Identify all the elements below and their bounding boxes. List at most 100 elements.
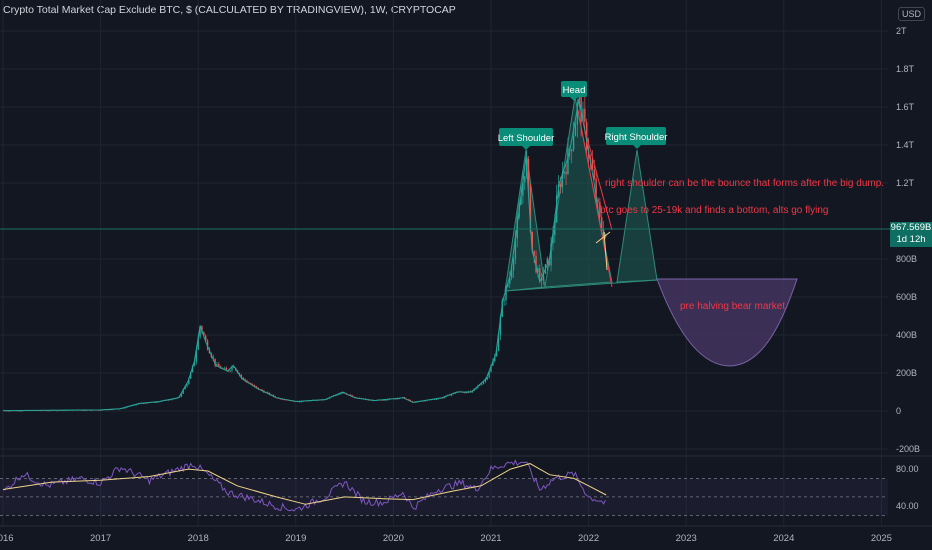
price-scale[interactable]: 2T 1.8T 1.6T 1.4T 1.2T 800B 600B 400B 200B 0 -200B [896, 26, 920, 454]
candle-body [251, 384, 254, 386]
candle-body [186, 384, 188, 387]
candle-body [156, 402, 158, 403]
price-tick-label: 400B [896, 330, 917, 340]
candle-body [154, 402, 156, 404]
trend-line-2 [584, 129, 613, 231]
candle-body [351, 395, 353, 397]
candle-body [229, 370, 231, 372]
candle-body [492, 360, 494, 366]
price-tick-label: 0 [896, 406, 901, 416]
candle-body [199, 326, 201, 337]
candle-body [383, 399, 385, 401]
rsi-tick-label: 80.00 [896, 464, 919, 474]
candle-body [253, 384, 256, 387]
candle-body [180, 393, 183, 397]
candle-body [195, 349, 198, 362]
candle-body [576, 103, 579, 125]
candle-body [529, 185, 532, 232]
price-tick-label: 1.4T [896, 140, 915, 150]
candle-body [490, 365, 492, 372]
rsi-bands [0, 477, 888, 516]
candle-body [398, 398, 400, 400]
candle-body [214, 358, 216, 366]
rsi-ma-line [2, 463, 607, 505]
candle-body [255, 386, 258, 388]
candle-body [597, 198, 599, 202]
candle-body [158, 401, 160, 403]
candle-body [197, 336, 199, 350]
candle-body [589, 157, 592, 160]
candle-body [240, 375, 243, 378]
candle-body [212, 357, 214, 359]
candle-body [272, 394, 274, 397]
candle-body [385, 399, 387, 401]
candle-body [578, 92, 580, 104]
annotation-bear-market-note: pre halving bear market [680, 301, 785, 312]
candle-body [437, 398, 440, 400]
candle-body [555, 195, 558, 223]
price-tick-label: 800B [896, 254, 917, 264]
time-tick-label: 2024 [773, 533, 794, 544]
time-tick-label: 2022 [578, 533, 599, 544]
time-tick-label: 2019 [285, 533, 306, 544]
candle-body [90, 410, 92, 412]
candle-body [559, 183, 562, 188]
candle-body [499, 316, 502, 336]
candle-body [184, 386, 186, 390]
candle-body [435, 399, 438, 400]
time-tick-label: 2020 [383, 533, 404, 544]
candle-body [482, 381, 485, 384]
price-tick-label: 1.6T [896, 102, 915, 112]
label-right-shoulder: Right Shoulder [605, 127, 667, 149]
candle-body [21, 410, 23, 412]
candle-body [225, 367, 228, 370]
rsi-pane [0, 459, 888, 516]
price-tick-label: 1.8T [896, 64, 915, 74]
price-tick-label: 1.2T [896, 178, 915, 188]
candle-body [542, 273, 545, 281]
right-shoulder-triangle [616, 149, 658, 283]
candle-body [535, 255, 537, 273]
svg-text:Left Shoulder: Left Shoulder [498, 133, 555, 144]
candle-body [465, 392, 468, 394]
candle-body [189, 372, 192, 379]
candle-body [510, 270, 513, 278]
candle-body [599, 201, 601, 218]
price-tick-label: 600B [896, 292, 917, 302]
candle-body [503, 300, 505, 301]
candle-body [550, 243, 552, 266]
candle-body [537, 268, 539, 273]
candle-body [601, 217, 603, 230]
candle-body [146, 402, 149, 404]
candle-body [571, 149, 573, 152]
candle-body [593, 169, 595, 179]
candle-body [484, 379, 487, 382]
candle-body [494, 356, 496, 361]
currency-button[interactable]: USD [898, 7, 926, 21]
candle-body [548, 258, 550, 266]
time-axis[interactable]: 2016 2017 2018 2019 2020 2021 2022 2023 2024 2025 [0, 533, 892, 544]
candle-body [501, 300, 503, 317]
candle-body [135, 404, 137, 406]
candle-body [223, 367, 226, 369]
candle-body [342, 392, 344, 394]
candle-body [540, 277, 543, 281]
annotation-btc-note: btc goes to 25-19k and finds a bottom, a… [600, 205, 828, 216]
candle-body [441, 397, 443, 399]
candle-body [480, 383, 483, 385]
candle-body [512, 258, 515, 271]
candle-body [495, 350, 498, 357]
candle-body [584, 108, 586, 123]
label-head: Head [561, 81, 587, 101]
candle-body [283, 399, 286, 401]
candle-body [533, 250, 535, 256]
candle-body [340, 393, 342, 395]
candle-body [409, 399, 411, 402]
candle-body [338, 393, 340, 395]
candle-body [565, 171, 567, 175]
trend-line-3 [595, 231, 611, 244]
candle-body [531, 231, 533, 251]
candle-body [486, 377, 488, 380]
